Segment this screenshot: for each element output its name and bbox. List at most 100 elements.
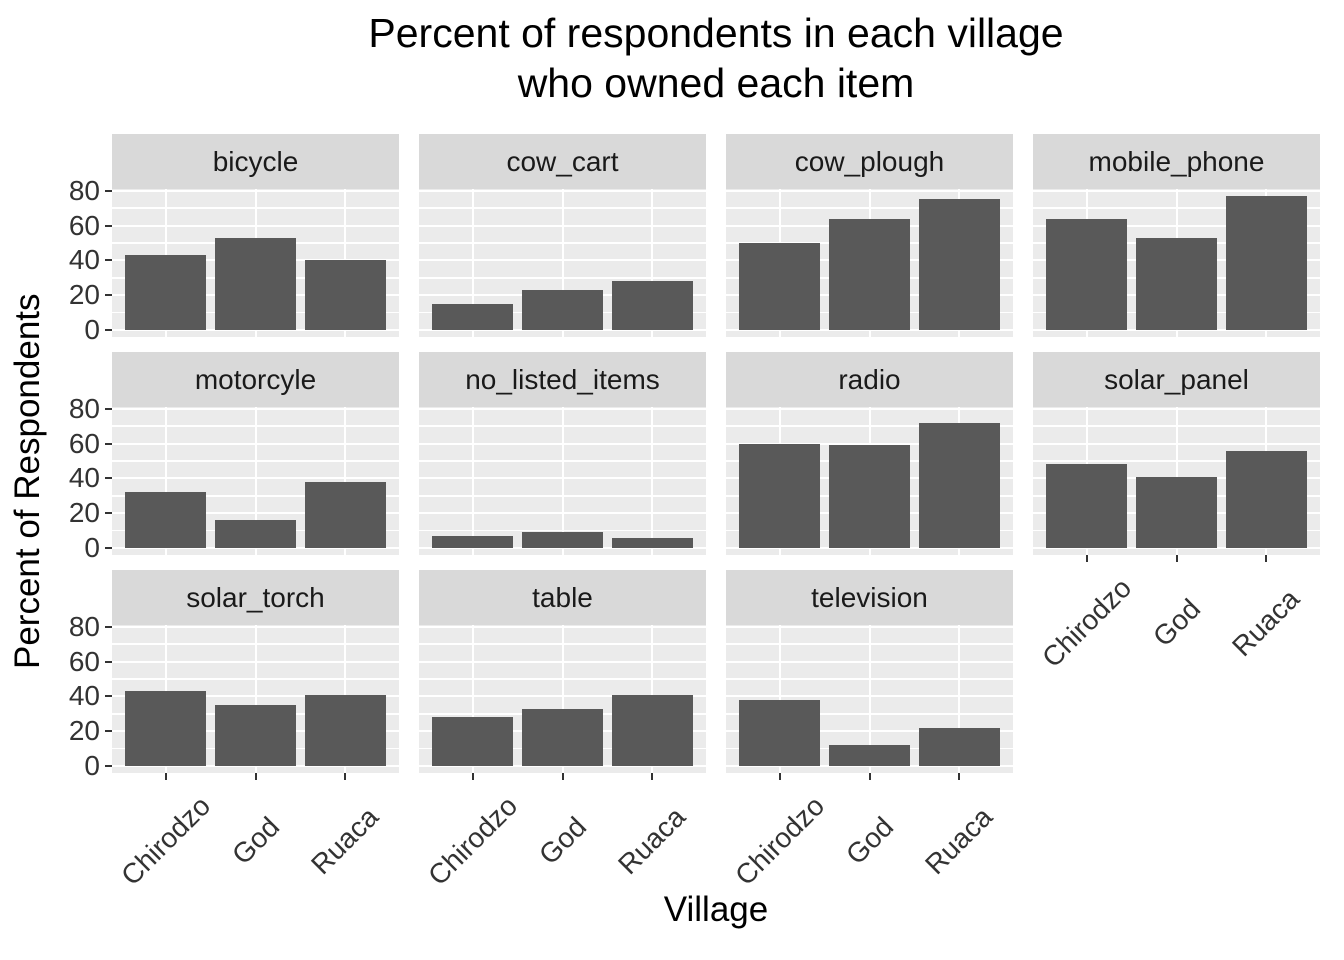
vertical-gridline: [164, 407, 167, 555]
y-tick-mark: [105, 189, 112, 192]
facet-panel-cow_plough: [726, 189, 1013, 337]
x-tick-label: Chirodzo: [114, 790, 217, 892]
y-tick-label: 80: [68, 174, 100, 206]
y-tick-mark: [105, 547, 112, 549]
facet-strip-radio: radio: [726, 352, 1013, 407]
x-tick-label: God: [839, 810, 899, 871]
x-tick-label: Chirodzo: [728, 790, 831, 892]
bar-cow_cart-Chirodzo: [432, 303, 514, 330]
facet-panel-no_listed_items: [419, 407, 706, 555]
vertical-gridline: [471, 625, 474, 773]
vertical-gridline: [561, 189, 564, 337]
y-tick-label: 20: [68, 715, 100, 747]
chart-title: Percent of respondents in each village w…: [112, 8, 1320, 108]
bar-cow_plough-Chirodzo: [739, 242, 821, 330]
chart-title-line1: Percent of respondents in each village: [368, 10, 1064, 56]
y-tick-label: 0: [84, 532, 100, 563]
vertical-gridline: [778, 625, 781, 773]
facet-strip-label: bicycle: [212, 145, 299, 177]
y-tick-label: 20: [68, 279, 100, 311]
y-tick-label: 60: [68, 209, 100, 241]
facet-strip-cow_plough: cow_plough: [726, 134, 1013, 189]
y-tick-label: 0: [84, 314, 100, 345]
vertical-gridline: [344, 407, 347, 555]
x-tick-label: God: [1146, 592, 1206, 653]
bar-motorcyle-Ruaca: [304, 481, 386, 548]
vertical-gridline: [868, 625, 871, 773]
bar-television-God: [829, 745, 910, 766]
bar-television-Ruaca: [918, 727, 1000, 766]
facet-strip-solar_panel: solar_panel: [1033, 352, 1320, 407]
bar-cow_plough-Ruaca: [918, 199, 1000, 330]
bar-cow_cart-God: [522, 289, 603, 330]
facet-strip-motorcyle: motorcyle: [112, 352, 399, 407]
facet-strip-label: motorcyle: [194, 363, 317, 395]
y-tick-mark: [105, 477, 112, 480]
facet-panel-cow_cart: [419, 189, 706, 337]
bar-solar_panel-Chirodzo: [1046, 464, 1128, 548]
facet-panel-bicycle: [112, 189, 399, 337]
y-tick-mark: [105, 695, 112, 698]
vertical-gridline: [651, 407, 654, 555]
bar-radio-God: [829, 445, 910, 548]
facet-panel-solar_panel: [1033, 407, 1320, 555]
y-tick-label: 80: [68, 392, 100, 424]
x-tick-label: Chirodzo: [1035, 572, 1138, 674]
bar-table-Chirodzo: [432, 717, 514, 766]
y-tick-label: 0: [84, 750, 100, 781]
y-tick-label: 80: [68, 610, 100, 642]
facet-strip-bicycle: bicycle: [112, 134, 399, 189]
bar-bicycle-Ruaca: [304, 260, 386, 330]
y-tick-mark: [105, 294, 112, 297]
bar-solar_panel-Ruaca: [1225, 450, 1307, 548]
x-tick-label: Chirodzo: [421, 790, 524, 892]
x-tick-label: Ruaca: [305, 801, 385, 881]
x-tick-mark: [471, 773, 474, 780]
x-tick-label: Ruaca: [1226, 583, 1306, 663]
facet-strip-television: television: [726, 570, 1013, 625]
y-tick-mark: [105, 407, 112, 410]
y-tick-label: 60: [68, 645, 100, 677]
facet-panel-table: [419, 625, 706, 773]
x-tick-mark: [1085, 555, 1088, 562]
facet-strip-cow_cart: cow_cart: [419, 134, 706, 189]
y-tick-mark: [105, 625, 112, 628]
x-tick-mark: [651, 773, 654, 780]
bar-solar_panel-God: [1136, 476, 1217, 548]
bar-no_listed_items-Chirodzo: [432, 535, 514, 548]
bar-bicycle-Chirodzo: [125, 255, 207, 330]
bar-motorcyle-Chirodzo: [125, 492, 207, 548]
x-tick-mark: [1265, 555, 1268, 562]
x-tick-mark: [561, 773, 564, 780]
bar-solar_torch-God: [215, 705, 296, 766]
facet-panel-mobile_phone: [1033, 189, 1320, 337]
bar-radio-Ruaca: [918, 422, 1000, 548]
facet-strip-label: solar_torch: [186, 581, 325, 613]
x-axis-title: Village: [663, 890, 769, 929]
y-tick-mark: [105, 765, 112, 767]
x-tick-mark: [164, 773, 167, 780]
vertical-gridline: [958, 625, 961, 773]
bar-table-God: [522, 708, 603, 766]
y-tick-mark: [105, 442, 112, 445]
x-tick-mark: [868, 773, 871, 780]
chart-title-line2: who owned each item: [517, 60, 915, 106]
x-tick-mark: [344, 773, 347, 780]
vertical-gridline: [561, 625, 564, 773]
vertical-gridline: [561, 407, 564, 555]
bar-no_listed_items-God: [522, 532, 603, 548]
y-tick-label: 40: [68, 244, 100, 276]
y-tick-label: 60: [68, 427, 100, 459]
facet-panel-radio: [726, 407, 1013, 555]
y-tick-label: 20: [68, 497, 100, 529]
bar-cow_plough-God: [829, 218, 910, 330]
x-tick-label: Ruaca: [919, 801, 999, 881]
bar-table-Ruaca: [611, 694, 693, 766]
bar-mobile_phone-God: [1136, 237, 1217, 330]
vertical-gridline: [651, 189, 654, 337]
bar-no_listed_items-Ruaca: [611, 537, 693, 548]
vertical-gridline: [471, 407, 474, 555]
y-tick-mark: [105, 660, 112, 663]
y-tick-label: 40: [68, 680, 100, 712]
